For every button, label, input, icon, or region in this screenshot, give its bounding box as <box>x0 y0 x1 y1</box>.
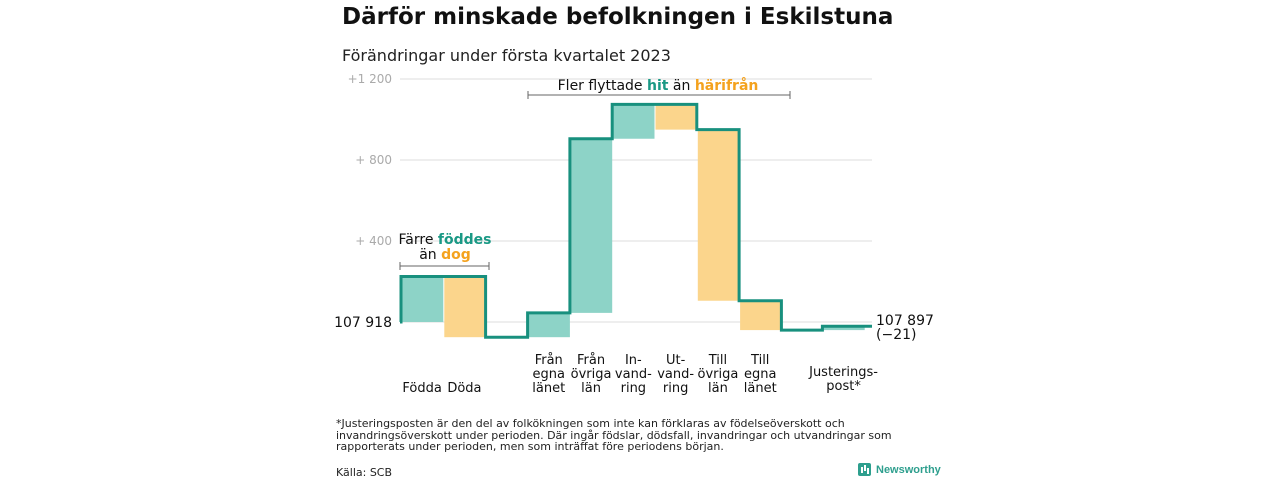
brand-logo: Newsworthy <box>858 463 941 476</box>
annotation-left-line1: Färre föddes <box>399 232 492 248</box>
category-label: In- <box>625 353 642 368</box>
y-tick-label: + 400 <box>355 234 392 248</box>
annotation-left-line2: än dog <box>419 247 471 263</box>
category-label: Till <box>750 353 769 368</box>
y-tick-label: + 800 <box>355 153 392 167</box>
bar <box>528 312 570 338</box>
category-label: post* <box>826 379 861 394</box>
category-label: övriga <box>571 367 612 382</box>
category-label: Justerings- <box>808 365 878 380</box>
category-label: Från <box>577 353 605 368</box>
category-label: Födda <box>402 381 441 396</box>
start-value-label: 107 918 <box>334 315 392 331</box>
chart-title: Därför minskade befolkningen i Eskilstun… <box>342 4 894 30</box>
category-label: länet <box>744 381 777 396</box>
category-label: vand- <box>657 367 694 382</box>
category-label: övriga <box>698 367 739 382</box>
bar <box>613 104 655 139</box>
category-label: Döda <box>447 381 481 396</box>
bar <box>402 276 444 322</box>
category-label: Från <box>535 353 563 368</box>
annotation-right: Fler flyttade hit än härifrån <box>558 77 759 94</box>
bar <box>697 129 740 301</box>
category-label: ring <box>663 381 688 396</box>
y-tick-label: +1 200 <box>348 72 392 86</box>
category-label: egna <box>533 367 565 382</box>
source-note: Källa: SCB <box>336 466 393 479</box>
category-label: länet <box>532 381 565 396</box>
bar <box>570 138 613 313</box>
category-label: län <box>581 381 601 396</box>
running-total-line <box>399 102 872 339</box>
newsworthy-icon <box>858 463 871 476</box>
category-label: Till <box>708 353 727 368</box>
category-label: Ut- <box>666 353 686 368</box>
end-value-label: 107 897 <box>876 313 934 329</box>
end-change-label: (−21) <box>876 327 916 343</box>
bar <box>823 326 865 331</box>
category-label: ring <box>621 381 646 396</box>
bar <box>740 300 782 331</box>
bar <box>444 276 486 338</box>
category-label: egna <box>744 367 776 382</box>
footnote: *Justeringsposten är den del av folkökni… <box>336 417 892 453</box>
chart-subtitle: Förändringar under första kvartalet 2023 <box>342 46 671 65</box>
brand-name: Newsworthy <box>876 463 941 476</box>
category-label: vand- <box>615 367 652 382</box>
category-label: län <box>708 381 728 396</box>
bar <box>655 104 697 130</box>
